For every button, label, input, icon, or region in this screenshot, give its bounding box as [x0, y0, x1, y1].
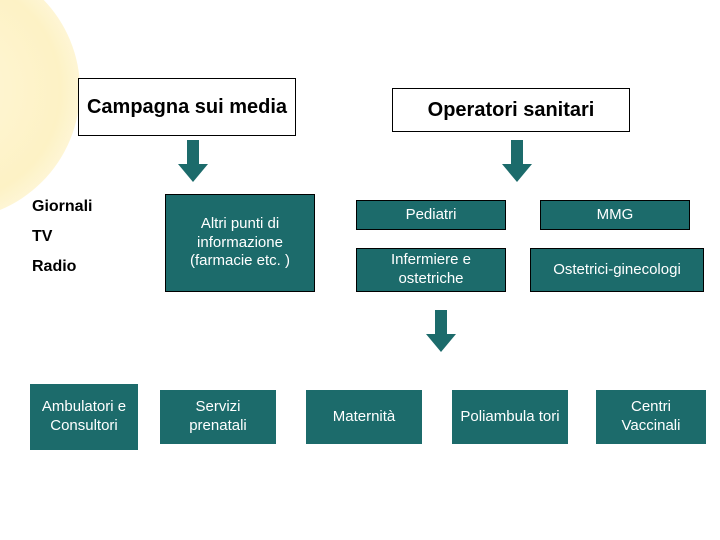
- header-operatori: Operatori sanitari: [392, 88, 630, 132]
- arrow-left-down-icon: [178, 140, 208, 182]
- arrow-bottom-down-icon: [426, 310, 456, 352]
- box-servizi-label: Servizi prenatali: [166, 398, 270, 436]
- header-campagna-label: Campagna sui media: [87, 95, 287, 120]
- media-giornali: Giornali: [32, 198, 92, 216]
- box-ambulatori-label: Ambulatori e Consultori: [36, 398, 132, 436]
- box-centri: Centri Vaccinali: [596, 390, 706, 444]
- media-radio: Radio: [32, 258, 76, 276]
- box-ostetrici-label: Ostetrici-ginecologi: [553, 261, 681, 280]
- arrow-right-down-icon: [502, 140, 532, 182]
- box-maternita: Maternità: [306, 390, 422, 444]
- box-servizi: Servizi prenatali: [160, 390, 276, 444]
- background-accent: [0, 0, 80, 220]
- box-poliambula-label: Poliambula tori: [460, 408, 559, 427]
- box-altri-punti: Altri punti di informazione (farmacie et…: [165, 194, 315, 292]
- box-infermiere: Infermiere e ostetriche: [356, 248, 506, 292]
- box-centri-label: Centri Vaccinali: [602, 398, 700, 436]
- header-operatori-label: Operatori sanitari: [428, 98, 595, 123]
- box-altri-punti-label: Altri punti di informazione (farmacie et…: [172, 215, 308, 271]
- header-campagna: Campagna sui media: [78, 78, 296, 136]
- box-pediatri-label: Pediatri: [406, 206, 457, 225]
- box-ambulatori: Ambulatori e Consultori: [30, 384, 138, 450]
- box-pediatri: Pediatri: [356, 200, 506, 230]
- box-ostetrici: Ostetrici-ginecologi: [530, 248, 704, 292]
- box-mmg-label: MMG: [597, 206, 634, 225]
- box-infermiere-label: Infermiere e ostetriche: [363, 251, 499, 289]
- box-mmg: MMG: [540, 200, 690, 230]
- box-poliambula: Poliambula tori: [452, 390, 568, 444]
- media-tv: TV: [32, 228, 52, 246]
- box-maternita-label: Maternità: [333, 408, 396, 427]
